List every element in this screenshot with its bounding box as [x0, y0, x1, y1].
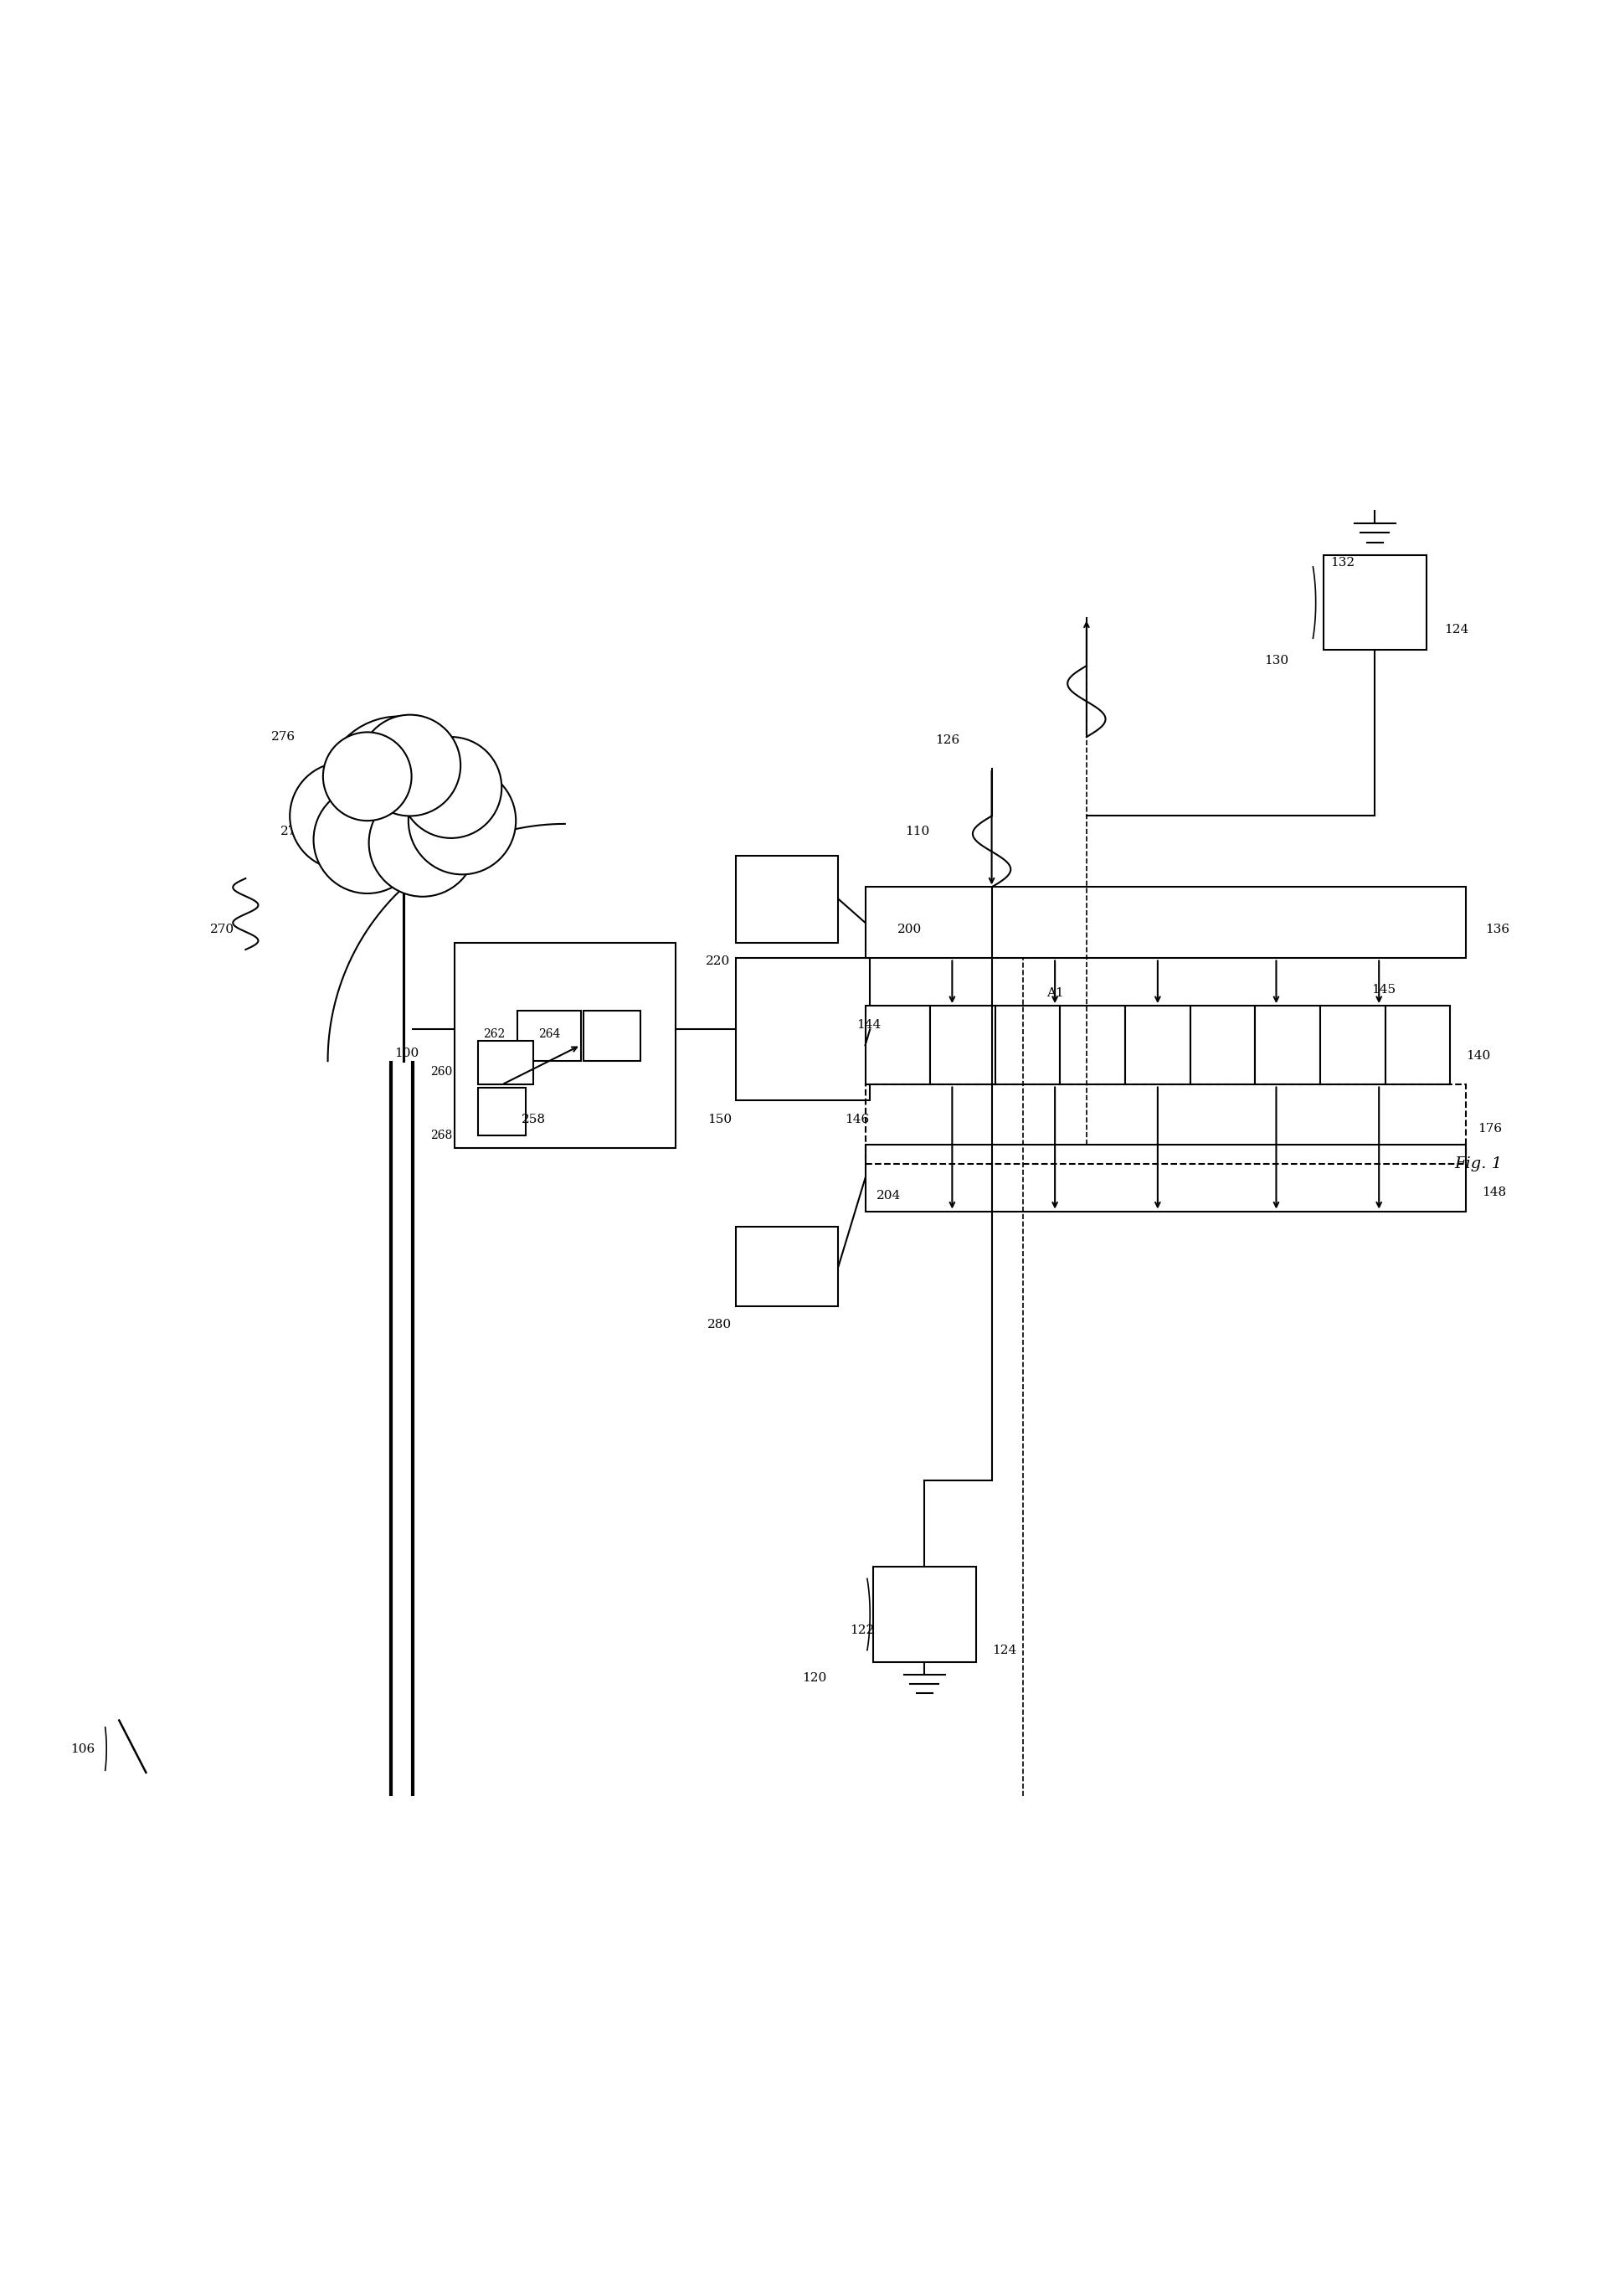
- Bar: [1060, 1006, 1124, 1084]
- Bar: [478, 1088, 526, 1134]
- Text: 258: 258: [521, 1114, 545, 1125]
- Text: 268: 268: [430, 1130, 452, 1141]
- Text: 148: 148: [1482, 1187, 1506, 1199]
- Circle shape: [313, 785, 420, 893]
- Bar: [1124, 1006, 1190, 1084]
- Text: 126: 126: [935, 735, 959, 746]
- Text: 146: 146: [845, 1114, 869, 1125]
- Text: 124: 124: [1444, 625, 1469, 636]
- Text: 132: 132: [1330, 558, 1355, 569]
- Text: Fig. 1: Fig. 1: [1455, 1157, 1503, 1171]
- Bar: [584, 1010, 640, 1061]
- Bar: [736, 957, 869, 1100]
- Bar: [994, 1006, 1060, 1084]
- Bar: [1190, 1006, 1256, 1084]
- Text: 270: 270: [210, 923, 234, 937]
- Bar: [1323, 556, 1426, 650]
- Bar: [1320, 1006, 1386, 1084]
- Text: 110: 110: [905, 827, 930, 838]
- Text: 124: 124: [993, 1644, 1017, 1658]
- Text: 122: 122: [850, 1623, 874, 1637]
- Text: 264: 264: [537, 1029, 560, 1040]
- Bar: [873, 1566, 975, 1662]
- Circle shape: [401, 737, 502, 838]
- Text: 136: 136: [1485, 923, 1509, 937]
- Bar: [930, 1006, 994, 1084]
- Circle shape: [359, 714, 460, 815]
- Text: 120: 120: [802, 1671, 828, 1683]
- Circle shape: [322, 716, 475, 868]
- Circle shape: [409, 767, 516, 875]
- Bar: [1386, 1006, 1450, 1084]
- Text: 260: 260: [430, 1065, 452, 1077]
- Circle shape: [290, 762, 398, 870]
- Bar: [736, 856, 839, 941]
- Text: 140: 140: [1466, 1052, 1490, 1063]
- Text: 100: 100: [395, 1047, 419, 1058]
- Text: 262: 262: [483, 1029, 505, 1040]
- Text: 272: 272: [281, 827, 305, 838]
- Text: 200: 200: [897, 923, 922, 937]
- Text: 106: 106: [71, 1743, 95, 1754]
- Text: 130: 130: [1264, 654, 1288, 666]
- Bar: [518, 1010, 581, 1061]
- Bar: [454, 941, 675, 1148]
- Bar: [736, 1226, 839, 1306]
- Text: 176: 176: [1477, 1123, 1501, 1134]
- Text: A1: A1: [1046, 987, 1063, 999]
- Bar: [865, 1006, 930, 1084]
- Bar: [865, 1084, 1466, 1164]
- Text: 220: 220: [706, 955, 730, 967]
- Bar: [865, 886, 1466, 957]
- Text: 276: 276: [271, 730, 295, 744]
- Circle shape: [369, 790, 476, 898]
- Circle shape: [322, 732, 412, 820]
- Bar: [478, 1040, 533, 1084]
- Text: 145: 145: [1371, 985, 1395, 996]
- Text: 150: 150: [707, 1114, 731, 1125]
- Text: 204: 204: [877, 1189, 901, 1201]
- Text: 144: 144: [857, 1019, 881, 1031]
- Bar: [865, 1146, 1466, 1212]
- Text: 280: 280: [707, 1320, 731, 1332]
- Bar: [1256, 1006, 1320, 1084]
